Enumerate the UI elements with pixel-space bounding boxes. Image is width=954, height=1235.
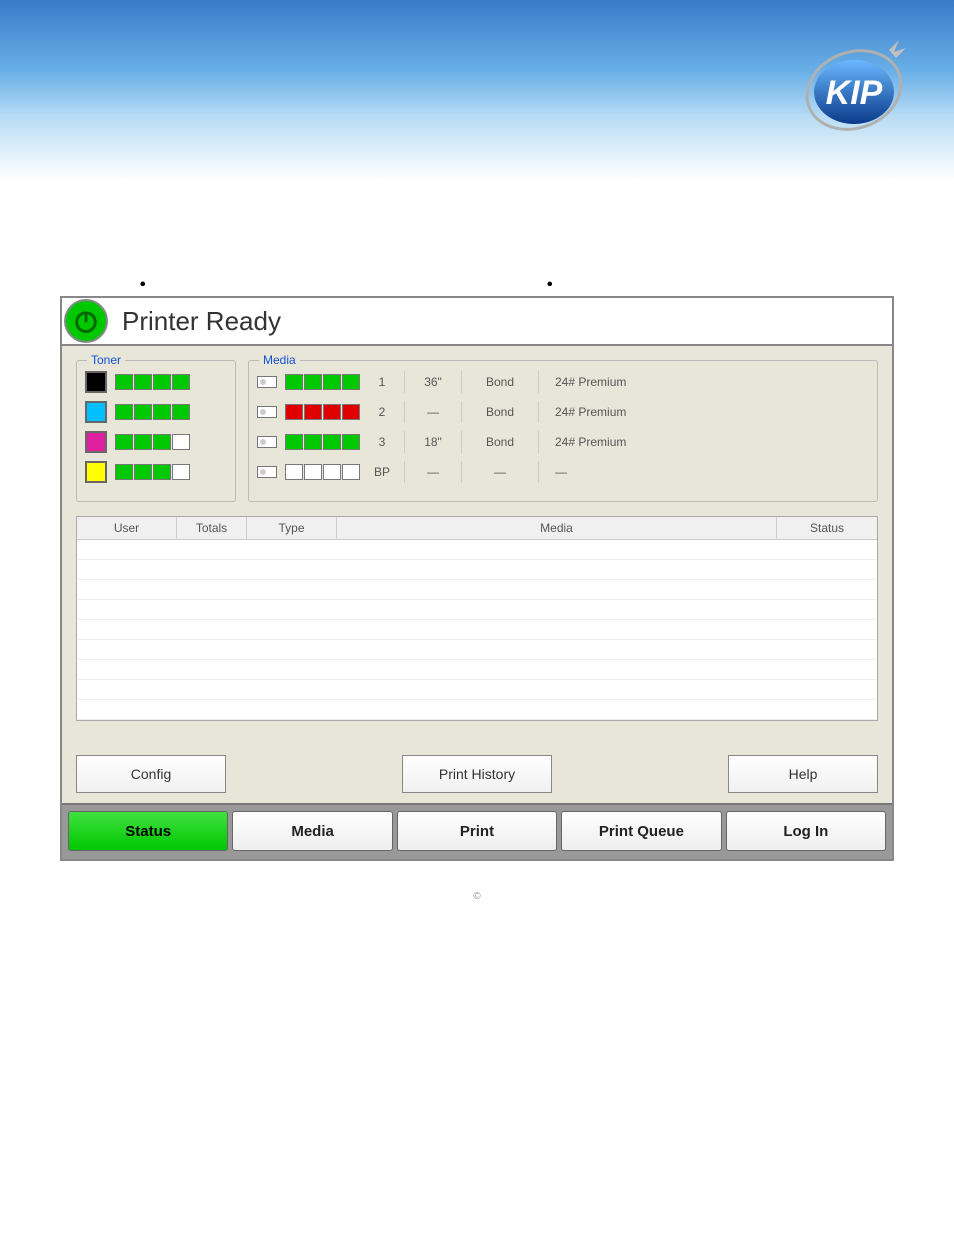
toner-row — [85, 401, 227, 423]
kip-logo: KIP — [794, 30, 914, 150]
media-size: 18" — [413, 435, 453, 449]
power-button[interactable] — [64, 299, 108, 343]
footer-copyright: © — [40, 891, 914, 902]
table-row — [77, 700, 877, 720]
media-level — [285, 434, 360, 450]
media-type: — — [470, 465, 530, 479]
toner-swatch — [85, 401, 107, 423]
roll-icon — [257, 436, 277, 448]
toner-swatch — [85, 431, 107, 453]
roll-icon — [257, 406, 277, 418]
media-size: — — [413, 465, 453, 479]
media-row: 1 36" Bond 24# Premium — [257, 371, 869, 393]
media-type: Bond — [470, 405, 530, 419]
media-level — [285, 404, 360, 420]
nav-print[interactable]: Print — [397, 811, 557, 851]
media-level — [285, 464, 360, 480]
media-desc: — — [547, 465, 869, 479]
toner-level — [115, 464, 190, 480]
media-panel: Media 136"Bond24# Premium2—Bond24# Premi… — [248, 360, 878, 502]
media-desc: 24# Premium — [547, 435, 869, 449]
toner-level — [115, 434, 190, 450]
svg-text:KIP: KIP — [826, 74, 883, 112]
help-button[interactable]: Help — [728, 755, 878, 793]
table-row — [77, 620, 877, 640]
media-row: 3 18" Bond 24# Premium — [257, 431, 869, 453]
media-desc: 24# Premium — [547, 405, 869, 419]
toner-swatch — [85, 461, 107, 483]
toner-panel: Toner — [76, 360, 236, 502]
toner-level — [115, 374, 190, 390]
nav-status[interactable]: Status — [68, 811, 228, 851]
media-desc: 24# Premium — [547, 375, 869, 389]
bottom-nav: Status Media Print Print Queue Log In — [62, 803, 892, 859]
media-slot: 1 — [368, 375, 396, 389]
media-row: 2 — Bond 24# Premium — [257, 401, 869, 423]
print-history-button[interactable]: Print History — [402, 755, 552, 793]
toner-swatch — [85, 371, 107, 393]
toner-row — [85, 431, 227, 453]
media-slot: 2 — [368, 405, 396, 419]
col-type: Type — [247, 517, 337, 539]
col-totals: Totals — [177, 517, 247, 539]
col-status: Status — [777, 517, 877, 539]
media-type: Bond — [470, 375, 530, 389]
table-row — [77, 660, 877, 680]
table-row — [77, 600, 877, 620]
toner-row — [85, 461, 227, 483]
roll-icon — [257, 376, 277, 388]
page-header: KIP — [0, 0, 954, 180]
nav-print-queue[interactable]: Print Queue — [561, 811, 721, 851]
media-slot: BP — [368, 465, 396, 479]
media-size: 36" — [413, 375, 453, 389]
table-row — [77, 580, 877, 600]
media-size: — — [413, 405, 453, 419]
media-level — [285, 374, 360, 390]
table-row — [77, 680, 877, 700]
printer-status-title: Printer Ready — [110, 306, 281, 337]
feature-bullets — [140, 240, 914, 276]
col-user: User — [77, 517, 177, 539]
media-type: Bond — [470, 435, 530, 449]
nav-media[interactable]: Media — [232, 811, 392, 851]
config-button[interactable]: Config — [76, 755, 226, 793]
table-row — [77, 540, 877, 560]
media-row: BP — — — — [257, 461, 869, 483]
table-row — [77, 560, 877, 580]
table-row — [77, 640, 877, 660]
roll-icon — [257, 466, 277, 478]
job-queue-table: User Totals Type Media Status — [76, 516, 878, 721]
nav-login[interactable]: Log In — [726, 811, 886, 851]
window-title-bar: Printer Ready — [62, 298, 892, 346]
col-media: Media — [337, 517, 777, 539]
toner-level — [115, 404, 190, 420]
toner-row — [85, 371, 227, 393]
printer-status-window: Printer Ready Toner Media 1 36" Bond 24# Pr… — [60, 296, 894, 861]
media-slot: 3 — [368, 435, 396, 449]
